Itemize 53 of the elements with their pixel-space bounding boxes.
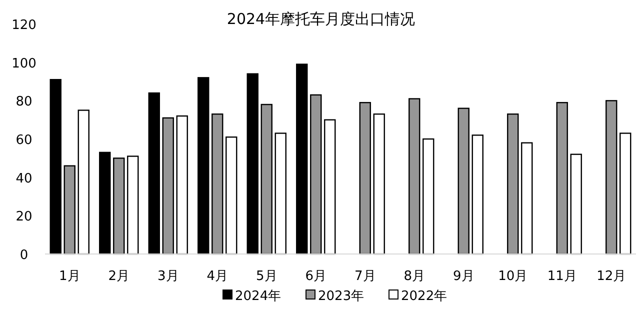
bar	[78, 110, 90, 255]
bar	[226, 136, 238, 255]
bar	[296, 64, 308, 255]
bar	[472, 134, 484, 255]
bar	[570, 154, 582, 255]
title: 2024年摩托车月度出口情况	[226, 10, 416, 28]
x-tick-label: 4月	[206, 269, 228, 284]
x-tick-label: 2月	[108, 269, 130, 284]
bar	[422, 138, 434, 255]
bar	[310, 94, 322, 255]
y-tick-label: 20	[16, 210, 32, 225]
bar	[148, 92, 160, 255]
bar	[507, 113, 519, 255]
legend-label: 2023年	[318, 289, 364, 304]
legend-label: 2022年	[401, 289, 448, 304]
bar	[198, 77, 210, 255]
bar	[274, 132, 286, 255]
x-tick-label: 3月	[157, 269, 179, 284]
y-tick-label: 80	[16, 94, 32, 110]
bar	[458, 108, 470, 255]
bar	[212, 113, 224, 255]
x-tick-label: 12月	[596, 269, 626, 284]
bar	[260, 104, 272, 255]
bar	[620, 132, 632, 255]
bar	[324, 119, 336, 255]
x-tick-label: 8月	[404, 269, 426, 284]
x-tick-label: 6月	[305, 269, 327, 284]
x-tick-label: 7月	[354, 269, 376, 284]
bar	[606, 100, 618, 255]
y-tick-label: 0	[20, 248, 28, 263]
bar	[408, 98, 420, 255]
bar	[176, 115, 188, 255]
bar	[127, 156, 139, 255]
y-tick-label: 120	[12, 18, 36, 33]
bar	[521, 142, 533, 255]
bar	[50, 78, 62, 255]
y-tick-label: 40	[16, 171, 32, 186]
x-tick-label: 10月	[498, 269, 528, 284]
legend-label: 2024年	[235, 289, 282, 304]
bar	[373, 113, 385, 255]
x-tick-label: 9月	[452, 269, 474, 284]
bar	[162, 117, 174, 255]
y-tick-label: 100	[12, 56, 36, 72]
bar	[246, 73, 258, 255]
bar	[113, 158, 125, 255]
x-tick-label: 11月	[547, 269, 577, 284]
x-tick-label: 1月	[58, 269, 80, 284]
y-tick-label: 60	[16, 133, 32, 148]
bar	[359, 102, 371, 255]
x-tick-label: 5月	[256, 269, 278, 284]
bar	[99, 152, 111, 255]
bar	[556, 102, 568, 255]
bar	[64, 165, 76, 255]
